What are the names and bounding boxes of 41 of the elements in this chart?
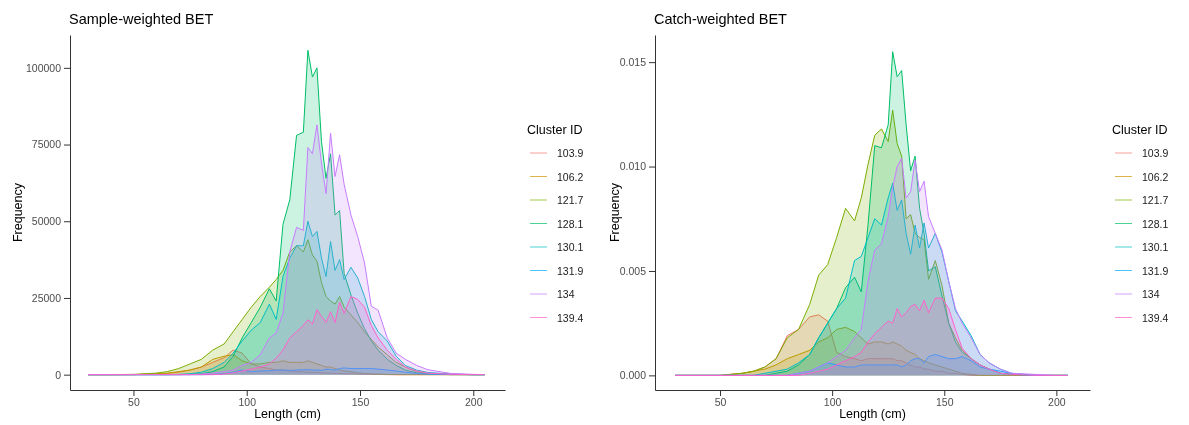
y-tick-label: 0.015 bbox=[619, 56, 647, 69]
y-tick-label: 0.010 bbox=[619, 160, 647, 173]
legend-label: 130.1 bbox=[557, 241, 584, 253]
x-tick-label: 200 bbox=[1048, 396, 1066, 409]
y-tick-label: 25000 bbox=[31, 291, 62, 304]
x-tick-label: 50 bbox=[128, 396, 140, 409]
x-tick-label: 150 bbox=[351, 396, 370, 409]
legend-label: 134 bbox=[557, 288, 575, 300]
x-tick-label: 50 bbox=[714, 396, 727, 409]
x-tick-label: 100 bbox=[823, 396, 842, 409]
legend-label: 139.4 bbox=[557, 311, 584, 324]
legend-label: 128.1 bbox=[1142, 217, 1169, 230]
legend-label: 139.4 bbox=[1142, 311, 1169, 324]
chart-title: Catch-weighted BET bbox=[654, 11, 788, 27]
legend-label: 121.7 bbox=[557, 194, 584, 206]
y-tick-label: 75000 bbox=[31, 138, 62, 151]
legend-label: 103.9 bbox=[557, 147, 584, 159]
legend-title: Cluster ID bbox=[1112, 123, 1168, 137]
x-axis-title: Length (cm) bbox=[839, 407, 906, 421]
x-axis-title: Length (cm) bbox=[254, 407, 321, 421]
legend-label: 103.9 bbox=[1142, 147, 1169, 159]
x-tick-label: 150 bbox=[935, 396, 954, 409]
chart-title: Sample-weighted BET bbox=[69, 11, 214, 27]
y-axis-title: Frequency bbox=[11, 182, 25, 243]
legend-label: 134 bbox=[1142, 288, 1160, 300]
y-tick-label: 0 bbox=[55, 368, 62, 381]
x-tick-label: 200 bbox=[465, 396, 483, 409]
legend-label: 106.2 bbox=[1142, 170, 1169, 183]
legend-label: 106.2 bbox=[557, 170, 584, 183]
y-tick-label: 0.005 bbox=[619, 264, 647, 277]
legend-label: 130.1 bbox=[1142, 241, 1169, 253]
x-tick-label: 100 bbox=[238, 396, 257, 409]
legend-label: 131.9 bbox=[1142, 264, 1169, 277]
legend-label: 131.9 bbox=[557, 264, 584, 277]
y-tick-label: 50000 bbox=[31, 215, 62, 228]
y-tick-label: 100000 bbox=[25, 61, 62, 74]
legend-label: 128.1 bbox=[557, 217, 584, 230]
y-axis-title: Frequency bbox=[608, 182, 622, 243]
legend-title: Cluster ID bbox=[527, 123, 583, 137]
legend-label: 121.7 bbox=[1142, 194, 1169, 206]
y-tick-label: 0.000 bbox=[619, 369, 647, 382]
